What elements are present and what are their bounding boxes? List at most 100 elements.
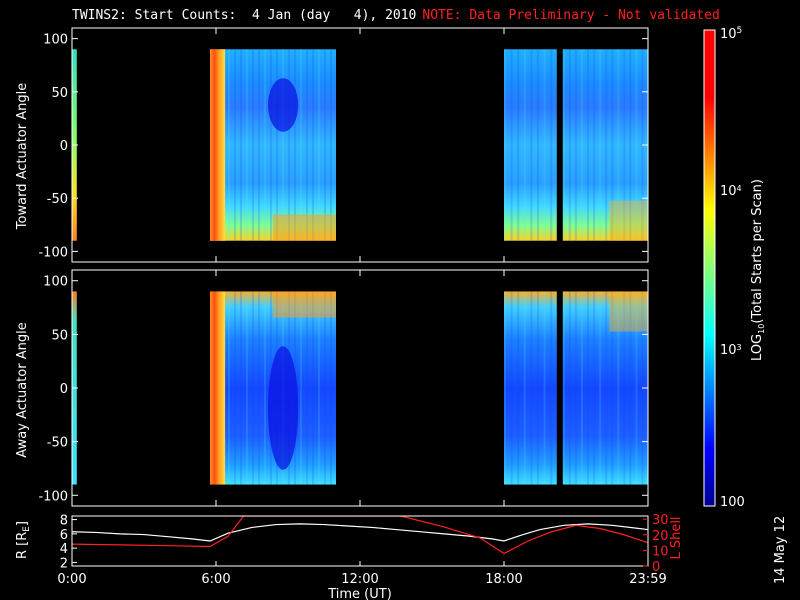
top-streak xyxy=(523,49,526,241)
top-streak xyxy=(330,49,332,241)
top-streak xyxy=(258,49,260,241)
top-streak xyxy=(504,49,506,241)
top-streak xyxy=(635,49,638,241)
mid-streak xyxy=(593,291,596,485)
mid-streak xyxy=(252,291,254,485)
bottom-left-ylabel: R [RE] xyxy=(15,521,32,559)
top-streak xyxy=(617,49,620,241)
top-ytick-label: 100 xyxy=(43,33,68,48)
mid-ytick-label: 100 xyxy=(43,275,68,290)
top-streak xyxy=(574,49,577,241)
mid-streak xyxy=(264,291,266,485)
chart-title: TWINS2: Start Counts: 4 Jan (day 4), 201… xyxy=(72,8,720,23)
mid-streak xyxy=(330,291,332,485)
date-stamp: 14 May 12 xyxy=(773,516,788,584)
top-streak xyxy=(240,49,242,241)
bottom-right-ytick-label: 0 xyxy=(652,560,660,575)
bottom-xtick-label: 18:00 xyxy=(485,572,522,587)
bottom-left-ytick-label: 6 xyxy=(60,528,68,543)
bottom-left-ytick-label: 2 xyxy=(60,556,68,571)
top-streak xyxy=(543,49,546,241)
mid-dawn-band xyxy=(210,291,226,485)
top-streak xyxy=(318,49,320,241)
mid-streak xyxy=(611,291,614,485)
bottom-xtick-label: 23:59 xyxy=(629,572,666,587)
bottom-xtick-label: 0:00 xyxy=(57,572,86,587)
top-streak xyxy=(593,49,596,241)
colorbar-gradient xyxy=(703,29,716,507)
r-distance-line xyxy=(72,523,648,542)
top-streak xyxy=(264,49,266,241)
mid-streak xyxy=(568,291,571,485)
mid-low-count-core xyxy=(267,346,299,470)
top-low-count-core xyxy=(267,78,299,132)
top-streak xyxy=(294,49,296,241)
mid-streak xyxy=(617,291,620,485)
mid-streak xyxy=(234,291,236,485)
mid-streak xyxy=(306,291,308,485)
top-streak xyxy=(562,49,565,241)
bottom-right-ylabel: L Shell xyxy=(669,516,684,559)
mid-ytick-label: -50 xyxy=(47,436,68,451)
away-angle-panel: 100 50 0 -50 -100 xyxy=(38,269,649,507)
mid-panel-frame xyxy=(71,269,649,507)
mid-streak xyxy=(562,291,565,485)
mid-streak xyxy=(504,291,506,485)
mid-streak xyxy=(629,291,632,485)
top-streak xyxy=(252,49,254,241)
x-axis-label: Time (UT) xyxy=(327,587,392,600)
mid-streak xyxy=(510,291,513,485)
mid-streak xyxy=(300,291,302,485)
colorbar-tick-1e5: 105 xyxy=(720,26,742,42)
mid-streak xyxy=(574,291,577,485)
mid-streak xyxy=(543,291,546,485)
mid-streak xyxy=(523,291,526,485)
top-streak xyxy=(605,49,608,241)
top-streak xyxy=(550,49,553,241)
top-streak xyxy=(234,49,236,241)
top-streak xyxy=(300,49,302,241)
mid-ylabel: Away Actuator Angle xyxy=(15,322,30,457)
mid-streak xyxy=(246,291,248,485)
mid-data-block xyxy=(562,291,648,485)
l-shell-line xyxy=(72,516,648,555)
mid-streak xyxy=(228,291,230,485)
top-streak xyxy=(517,49,520,241)
colorbar-tick-1e4: 104 xyxy=(720,184,742,199)
mid-streak xyxy=(530,291,533,485)
bottom-left-ytick-label: 8 xyxy=(60,514,68,529)
mid-streak xyxy=(635,291,638,485)
top-streak xyxy=(312,49,314,241)
mid-streak xyxy=(599,291,602,485)
mid-streak xyxy=(240,291,242,485)
top-ytick-label: 50 xyxy=(51,86,68,101)
top-ytick-label: -100 xyxy=(38,245,68,260)
top-streak xyxy=(629,49,632,241)
top-edge-fringe xyxy=(609,200,648,241)
top-streak xyxy=(282,49,284,241)
mid-ytick-label: 0 xyxy=(60,382,68,397)
top-streak xyxy=(270,49,272,241)
mid-streak xyxy=(258,291,260,485)
colorbar: 100 103 104 105 LOG10(Total Starts per S… xyxy=(703,26,766,510)
top-streak xyxy=(510,49,513,241)
top-streak xyxy=(276,49,278,241)
bottom-left-ytick-label: 4 xyxy=(60,542,68,557)
top-streak xyxy=(228,49,230,241)
top-data-block xyxy=(504,49,557,241)
top-streak xyxy=(599,49,602,241)
mid-streak xyxy=(550,291,553,485)
mid-streak xyxy=(517,291,520,485)
top-streak xyxy=(611,49,614,241)
mid-streak xyxy=(605,291,608,485)
colorbar-tick-1e3: 103 xyxy=(720,343,742,358)
top-streak xyxy=(324,49,326,241)
top-streak xyxy=(530,49,533,241)
mid-streak xyxy=(587,291,590,485)
top-ylabel: Toward Actuator Angle xyxy=(15,83,30,230)
top-streak xyxy=(580,49,583,241)
mid-streak xyxy=(537,291,539,485)
bottom-right-ytick-label: 10 xyxy=(652,544,669,559)
